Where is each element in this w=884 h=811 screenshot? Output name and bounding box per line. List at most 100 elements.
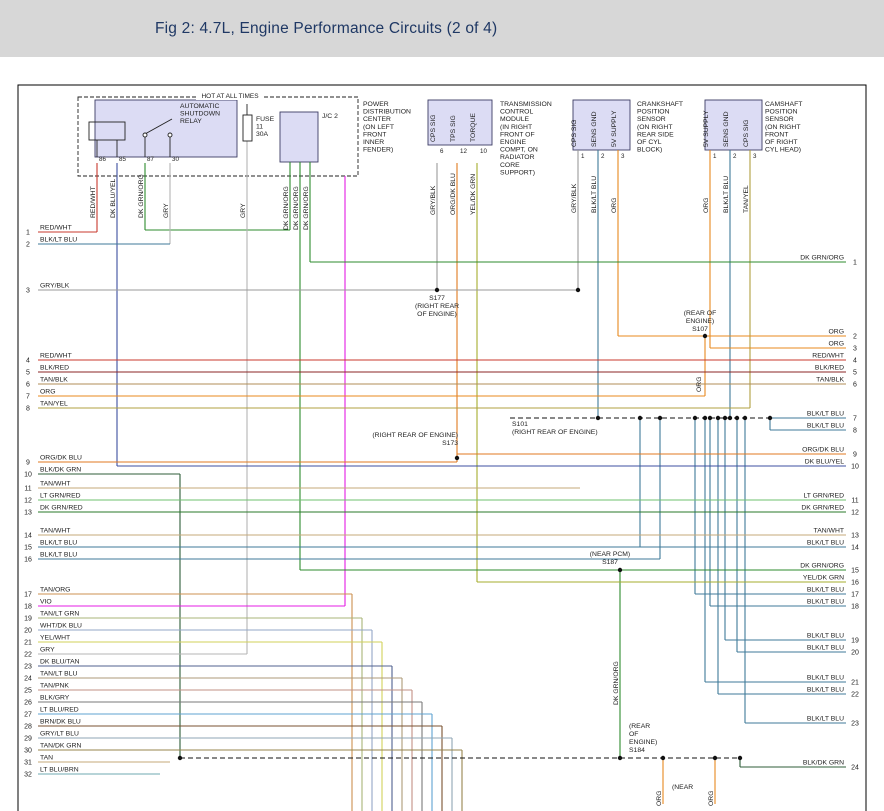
row-number-left: 14 <box>24 533 32 540</box>
row-number-left: 5 <box>26 370 30 377</box>
wire-label-right: RED/WHT <box>812 353 844 360</box>
row-number-left: 10 <box>24 472 32 479</box>
wire-label-left: TAN/PNK <box>40 683 69 690</box>
wire-label-right: YEL/DK GRN <box>803 575 844 582</box>
junction-label-S173: (RIGHT REAR OF ENGINE) <box>372 432 458 439</box>
pin-number: 87 <box>147 156 154 163</box>
wire-label-right: LT GRN/RED <box>803 493 844 500</box>
wire-label-vertical: BLK/LT BLU <box>723 176 730 213</box>
row-number-left: 31 <box>24 760 32 767</box>
wire-label-left: VIO <box>40 599 52 606</box>
splice-dot <box>707 415 713 421</box>
wire-label-right: TAN/BLK <box>816 377 844 384</box>
pin-number: 6 <box>440 148 444 155</box>
splice-dot <box>715 415 721 421</box>
wire-label-left: BRN/DK BLU <box>40 719 81 726</box>
row-number-left: 8 <box>26 406 30 413</box>
wire-label-vertical: ORG <box>696 377 703 392</box>
wire-label-vertical: DK GRN/ORG <box>613 661 620 705</box>
crank-sensor-label: OF CYL <box>637 139 662 146</box>
symbol-line <box>144 118 173 135</box>
row-number-right: 18 <box>851 604 859 611</box>
splice-dot <box>734 415 740 421</box>
figure-title: Fig 2: 4.7L, Engine Performance Circuits… <box>155 19 498 37</box>
wire-label-right: BLK/LT BLU <box>807 540 844 547</box>
relay-contact-circle <box>167 132 173 138</box>
pin-number: 3 <box>621 153 625 160</box>
row-number-right: 3 <box>853 346 857 353</box>
cam-sensor-label: CAMSHAFT <box>765 101 802 108</box>
tcm-label: (IN RIGHT <box>500 124 532 131</box>
wire-label-left: ORG <box>40 389 55 396</box>
wire-label-left: BLK/LT BLU <box>40 540 77 547</box>
row-number-right: 15 <box>851 568 859 575</box>
tcm-label: MODULE <box>500 116 530 123</box>
wire-label-vertical: DK BLU/YEL <box>110 178 117 218</box>
junction-label-S107: (REAR OF <box>684 310 716 317</box>
splice-dot <box>660 755 666 761</box>
pdc-label: FENDER) <box>363 147 393 154</box>
crank-sensor-label: SENSOR <box>637 116 666 123</box>
crank-sensor-label: BLOCK) <box>637 147 662 154</box>
wire-label-vertical: ORG <box>656 791 663 806</box>
junction-label-S184: S184 <box>629 747 645 754</box>
wire-label-vertical: ORG <box>611 198 618 213</box>
row-number-left: 17 <box>24 592 32 599</box>
wire-label-vertical: GRY/BLK <box>571 183 578 213</box>
wire-label-left: BLK/GRY <box>40 695 70 702</box>
wire-label-right: BLK/RED <box>815 365 844 372</box>
wire-label-vertical: TORQUE <box>470 113 477 142</box>
pdc-label: POWER <box>363 101 389 108</box>
splice-dot <box>722 415 728 421</box>
wire-label-left: BLK/RED <box>40 365 69 372</box>
row-number-left: 32 <box>24 772 32 779</box>
wire-label-right: DK GRN/ORG <box>800 255 844 262</box>
wire-label-vertical: 5V SUPPLY <box>611 110 618 147</box>
wire-label-right: DK GRN/RED <box>801 505 844 512</box>
crank-sensor-label: POSITION <box>637 109 670 116</box>
wire-label-right: DK GRN/ORG <box>800 563 844 570</box>
hot-label-bg <box>196 90 264 100</box>
splice-dot <box>637 415 643 421</box>
relay-contact-circle <box>142 132 148 138</box>
wire-label-vertical: DK GRN/ORG <box>283 186 290 230</box>
wire-label-left: LT BLU/BRN <box>40 767 79 774</box>
tcm-connector-box <box>427 99 493 146</box>
wire-label-vertical: SENS GND <box>591 111 598 147</box>
row-number-left: 1 <box>26 230 30 237</box>
wire-label-vertical: DK GRN/ORG <box>293 186 300 230</box>
wire-label-left: BLK/DK GRN <box>40 467 81 474</box>
wire-label-vertical: GRY/BLK <box>430 185 437 215</box>
row-number-left: 12 <box>24 498 32 505</box>
wire-label-left: LT BLU/RED <box>40 707 79 714</box>
symbol-rect <box>242 114 253 142</box>
relay-label: AUTOMATIC <box>180 103 219 110</box>
tcm-label: SUPPORT) <box>500 169 535 176</box>
tcm-label: ENGINE <box>500 139 527 146</box>
junction-label-S187: S187 <box>602 559 618 566</box>
wire-label-left: TAN <box>40 755 53 762</box>
wire-label-vertical: TAN/YEL <box>743 185 750 213</box>
row-number-right: 7 <box>853 416 857 423</box>
row-number-right: 2 <box>853 334 857 341</box>
wire-label-vertical: SENS GND <box>723 111 730 147</box>
splice-dot <box>454 455 460 461</box>
splice-dot <box>692 415 698 421</box>
row-number-left: 6 <box>26 382 30 389</box>
figure-title-bar: Fig 2: 4.7L, Engine Performance Circuits… <box>0 0 884 57</box>
wire-label-left: TAN/YEL <box>40 401 68 408</box>
row-number-left: 26 <box>24 700 32 707</box>
fuse-label: 30A <box>256 131 269 138</box>
row-number-right: 6 <box>853 382 857 389</box>
wire-label-left: GRY/BLK <box>40 283 70 290</box>
wire-label-right: TAN/WHT <box>814 528 844 535</box>
wire-label-left: ORG/DK BLU <box>40 455 82 462</box>
wire-label-left: TAN/BLK <box>40 377 68 384</box>
row-number-right: 19 <box>851 638 859 645</box>
crank-sensor-label: (ON RIGHT <box>637 124 673 131</box>
row-number-left: 3 <box>26 288 30 295</box>
row-number-left: 15 <box>24 545 32 552</box>
wire-label-left: RED/WHT <box>40 225 72 232</box>
wire-label-vertical: CPS SIG <box>430 114 437 142</box>
wire-label-left: GRY/LT BLU <box>40 731 79 738</box>
